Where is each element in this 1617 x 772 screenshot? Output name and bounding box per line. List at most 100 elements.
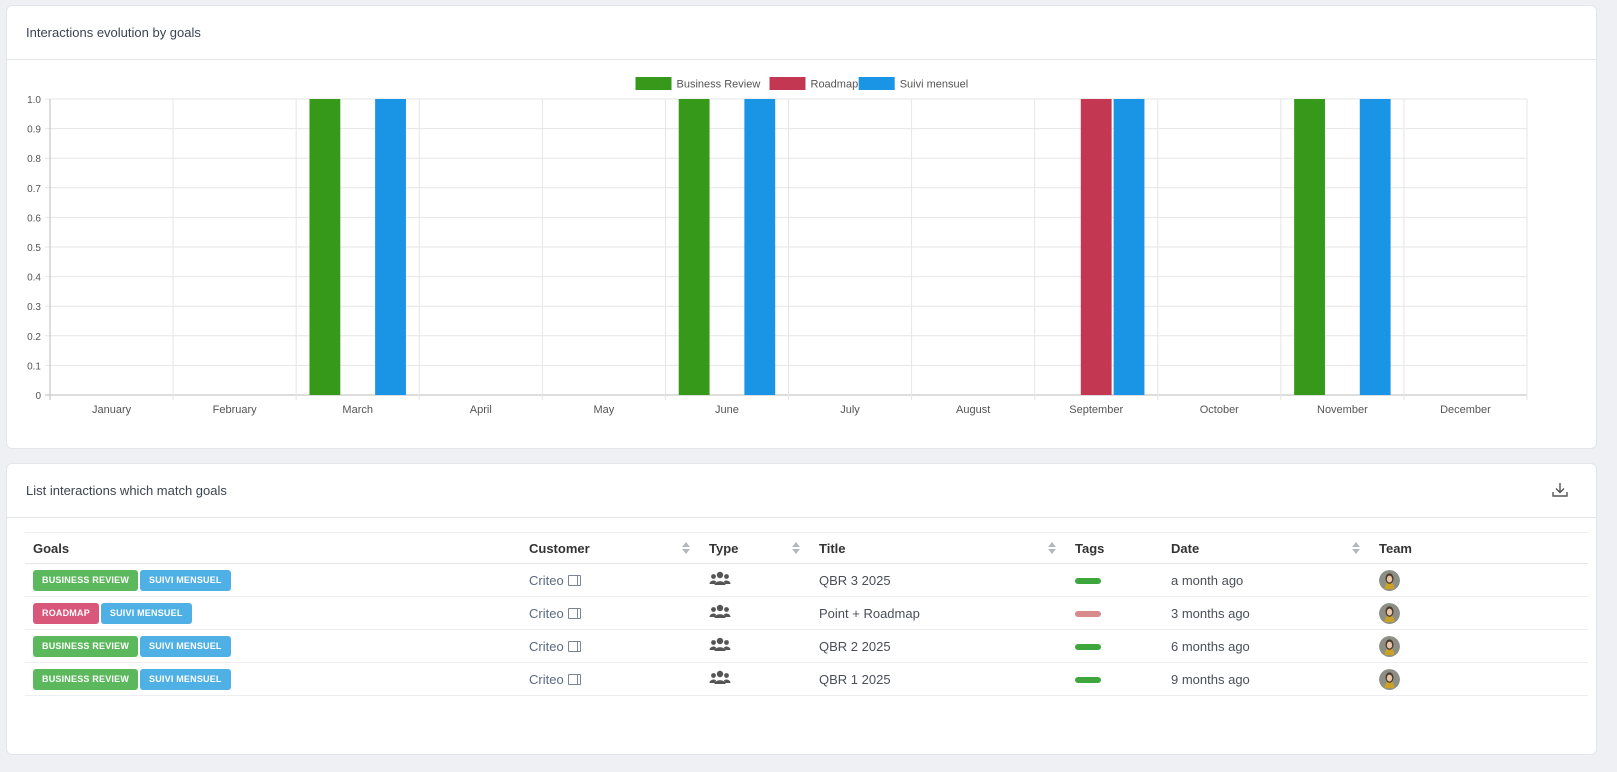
legend-label: Suivi mensuel <box>900 79 968 91</box>
y-tick-label: 0.3 <box>27 302 41 313</box>
title-column-header[interactable]: Title <box>811 532 1067 564</box>
y-tick-label: 0.4 <box>27 273 41 284</box>
legend-label: Business Review <box>677 79 761 91</box>
bar-roadmap <box>1080 99 1112 395</box>
goals-cell: ROADMAP SUIVI MENSUEL <box>25 596 521 630</box>
legend-swatch <box>858 77 895 90</box>
sort-icon[interactable] <box>1352 542 1360 554</box>
avatar[interactable] <box>1379 635 1400 657</box>
customer-link[interactable]: Criteo <box>529 572 564 588</box>
title-cell: QBR 3 2025 <box>811 563 1067 597</box>
legend-swatch <box>635 77 672 90</box>
team-cell <box>1371 629 1588 663</box>
table-row[interactable]: BUSINESS REVIEW SUIVI MENSUEL Criteo QBR … <box>25 662 1588 696</box>
x-tick-label: April <box>470 404 492 416</box>
date-cell: 3 months ago <box>1163 596 1371 630</box>
chart-panel-title: Interactions evolution by goals <box>26 25 201 40</box>
users-icon <box>709 571 731 585</box>
legend-label: Roadmap <box>811 79 859 91</box>
title-cell: Point + Roadmap <box>811 596 1067 630</box>
list-panel: List interactions which match goals Goal… <box>6 463 1597 755</box>
sort-icon[interactable] <box>682 542 690 554</box>
panel-icon[interactable] <box>567 607 581 619</box>
bar-business-review <box>678 99 710 395</box>
x-tick-label: February <box>213 404 258 416</box>
sort-icon[interactable] <box>1048 542 1056 554</box>
avatar[interactable] <box>1379 602 1400 624</box>
goals-column-header[interactable]: Goals <box>25 532 521 564</box>
table-header-row: Goals Customer Type Title Tags Date Team <box>25 532 1588 564</box>
customer-cell[interactable]: Criteo <box>521 662 701 696</box>
x-tick-label: August <box>956 404 990 416</box>
goal-badge: BUSINESS REVIEW <box>33 635 139 657</box>
panel-icon[interactable] <box>567 574 581 586</box>
interactions-table: Goals Customer Type Title Tags Date Team… <box>25 532 1588 696</box>
legend-swatch <box>769 77 806 90</box>
date-column-header[interactable]: Date <box>1163 532 1371 564</box>
panel-icon[interactable] <box>567 673 581 685</box>
customer-link[interactable]: Criteo <box>529 638 564 654</box>
date-cell: 9 months ago <box>1163 662 1371 696</box>
goal-badge: ROADMAP <box>33 602 99 624</box>
type-cell <box>701 596 811 630</box>
list-panel-header: List interactions which match goals <box>7 464 1596 518</box>
x-tick-label: May <box>593 404 614 416</box>
tags-cell <box>1067 662 1163 696</box>
goal-badge: BUSINESS REVIEW <box>33 668 139 690</box>
y-tick-label: 1.0 <box>27 95 41 106</box>
customer-link[interactable]: Criteo <box>529 671 564 687</box>
type-cell <box>701 629 811 663</box>
x-tick-label: November <box>1317 404 1368 416</box>
interactions-bar-chart: 0 0.1 0.2 0.3 0.4 0.5 0.6 0.7 0.8 0.9 1.0 January Fe… <box>27 77 1528 416</box>
team-column-header[interactable]: Team <box>1371 532 1588 564</box>
bar-suivi-mensuel <box>1359 99 1391 395</box>
x-tick-label: March <box>342 404 373 416</box>
y-tick-label: 0.7 <box>27 184 41 195</box>
avatar[interactable] <box>1379 668 1400 690</box>
chart-panel-header: Interactions evolution by goals <box>7 6 1596 60</box>
tag-indicator <box>1075 644 1101 651</box>
tags-cell <box>1067 563 1163 597</box>
x-tick-label: January <box>92 404 132 416</box>
tag-indicator <box>1075 611 1101 618</box>
bar-business-review <box>309 99 341 395</box>
title-cell: QBR 2 2025 <box>811 629 1067 663</box>
sort-icon[interactable] <box>792 542 800 554</box>
customer-cell[interactable]: Criteo <box>521 563 701 597</box>
y-tick-label: 0.2 <box>27 332 41 343</box>
tag-indicator <box>1075 578 1101 585</box>
table-row[interactable]: ROADMAP SUIVI MENSUEL Criteo Point + Road… <box>25 596 1588 630</box>
customer-column-header[interactable]: Customer <box>521 532 701 564</box>
y-tick-label: 0.6 <box>27 213 41 224</box>
tags-cell <box>1067 596 1163 630</box>
bar-suivi-mensuel <box>375 99 406 395</box>
team-cell <box>1371 662 1588 696</box>
type-cell <box>701 662 811 696</box>
customer-link[interactable]: Criteo <box>529 605 564 621</box>
x-tick-label: October <box>1200 404 1239 416</box>
chart-panel: Interactions evolution by goals 0 0.1 0.2 0… <box>6 5 1597 449</box>
customer-cell[interactable]: Criteo <box>521 629 701 663</box>
table-row[interactable]: BUSINESS REVIEW SUIVI MENSUEL Criteo QBR … <box>25 629 1588 663</box>
users-icon <box>709 637 731 651</box>
y-tick-label: 0.1 <box>27 361 41 372</box>
x-tick-label: September <box>1069 404 1123 416</box>
panel-icon[interactable] <box>567 640 581 652</box>
y-tick-label: 0 <box>35 391 41 402</box>
bar-suivi-mensuel <box>744 99 776 395</box>
team-cell <box>1371 596 1588 630</box>
goals-cell: BUSINESS REVIEW SUIVI MENSUEL <box>25 662 521 696</box>
date-cell: 6 months ago <box>1163 629 1371 663</box>
goal-badge: SUIVI MENSUEL <box>100 602 192 624</box>
type-column-header[interactable]: Type <box>701 532 811 564</box>
goal-badge: SUIVI MENSUEL <box>140 569 231 591</box>
avatar[interactable] <box>1379 569 1400 591</box>
tags-column-header[interactable]: Tags <box>1067 532 1163 564</box>
y-tick-label: 0.5 <box>27 243 41 254</box>
download-icon[interactable] <box>1550 480 1570 500</box>
goals-cell: BUSINESS REVIEW SUIVI MENSUEL <box>25 563 521 597</box>
goal-badge: BUSINESS REVIEW <box>33 569 139 591</box>
table-row[interactable]: BUSINESS REVIEW SUIVI MENSUEL Criteo QBR … <box>25 563 1588 597</box>
date-cell: a month ago <box>1163 563 1371 597</box>
customer-cell[interactable]: Criteo <box>521 596 701 630</box>
